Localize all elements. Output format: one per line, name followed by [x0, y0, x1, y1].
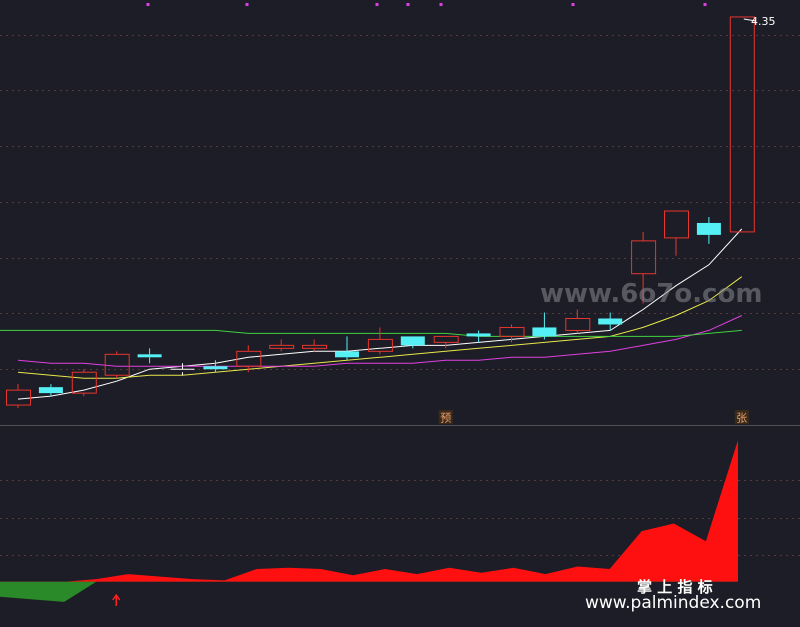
- candle: [664, 210, 689, 256]
- candle: [302, 339, 328, 352]
- signal-markers: 预张: [438, 410, 749, 425]
- candle: [466, 330, 491, 343]
- price-label-pointer: [743, 18, 756, 22]
- candle-body: [400, 336, 425, 346]
- candle-body: [335, 351, 359, 358]
- candle-body: [532, 327, 557, 337]
- grid-lines: [0, 35, 800, 556]
- signal-marker: 张: [734, 410, 749, 425]
- candle: [236, 345, 262, 373]
- top-dot: [406, 3, 410, 6]
- candle-body: [236, 350, 262, 367]
- candle-body: [466, 333, 491, 337]
- ma-line-3: [17, 315, 743, 367]
- price-label: 4.35: [743, 15, 776, 28]
- candle-body: [302, 344, 328, 349]
- candle-body: [38, 387, 63, 394]
- candle: [631, 231, 657, 304]
- candle: [433, 335, 459, 349]
- indicator-area: [0, 440, 738, 602]
- footer-url: www.palmindex.com: [585, 593, 761, 613]
- candle-body: [367, 338, 393, 352]
- candle: [499, 324, 525, 343]
- candle: [598, 312, 623, 331]
- candle: [137, 348, 162, 364]
- candle: [6, 384, 31, 409]
- top-dot: [703, 3, 707, 6]
- top-dot: [571, 3, 575, 6]
- ma-line-2: [17, 276, 743, 379]
- candle: [565, 309, 591, 334]
- indicator-area-positive: [0, 440, 738, 582]
- candle-body: [433, 335, 459, 343]
- moving-average-lines: [0, 228, 743, 400]
- candle-body: [729, 16, 755, 233]
- watermark: www.6o7o.com: [540, 279, 762, 309]
- candle: [335, 336, 359, 361]
- candle-body: [71, 371, 97, 394]
- signal-marker: 预: [438, 410, 453, 425]
- top-dot: [146, 3, 150, 6]
- signal-marker-label: 预: [440, 412, 451, 425]
- candle-body: [104, 353, 130, 376]
- candle: [532, 312, 557, 340]
- candlestick-series: [6, 16, 755, 409]
- candle: [400, 336, 425, 349]
- signal-marker-label: 张: [736, 412, 747, 425]
- candle-body: [203, 366, 228, 370]
- candle: [203, 360, 228, 373]
- candle-body: [565, 317, 591, 331]
- candle-body: [137, 354, 162, 358]
- candle: [696, 216, 721, 244]
- candle-body: [269, 344, 295, 349]
- candle: [71, 369, 97, 397]
- top-dot: [439, 3, 443, 6]
- candle: [170, 363, 195, 376]
- indicator-title: 掌 上 指 标: [637, 578, 713, 596]
- top-dot: [245, 3, 249, 6]
- candle-body: [598, 318, 623, 325]
- candle-body: [696, 222, 721, 235]
- candle-body: [631, 240, 657, 275]
- ma-line-4: [0, 329, 742, 337]
- indicator-area-negative: [0, 581, 738, 602]
- watermark-text: www.6o7o.com: [540, 279, 762, 309]
- buy-arrow: [112, 593, 121, 606]
- signal-marker-bg: [438, 410, 453, 424]
- candle: [269, 339, 295, 352]
- top-dot: [375, 3, 379, 6]
- arrow-head: [112, 593, 121, 601]
- candle: [729, 16, 755, 233]
- top-marker-dots: [146, 3, 707, 6]
- signal-marker-bg: [734, 410, 749, 424]
- candle: [367, 327, 393, 355]
- candle-body: [6, 389, 31, 406]
- candle: [104, 351, 130, 379]
- candle-body: [664, 210, 689, 239]
- candle: [38, 384, 63, 397]
- max-price-label: 4.35: [751, 15, 776, 28]
- candle-body: [499, 326, 525, 337]
